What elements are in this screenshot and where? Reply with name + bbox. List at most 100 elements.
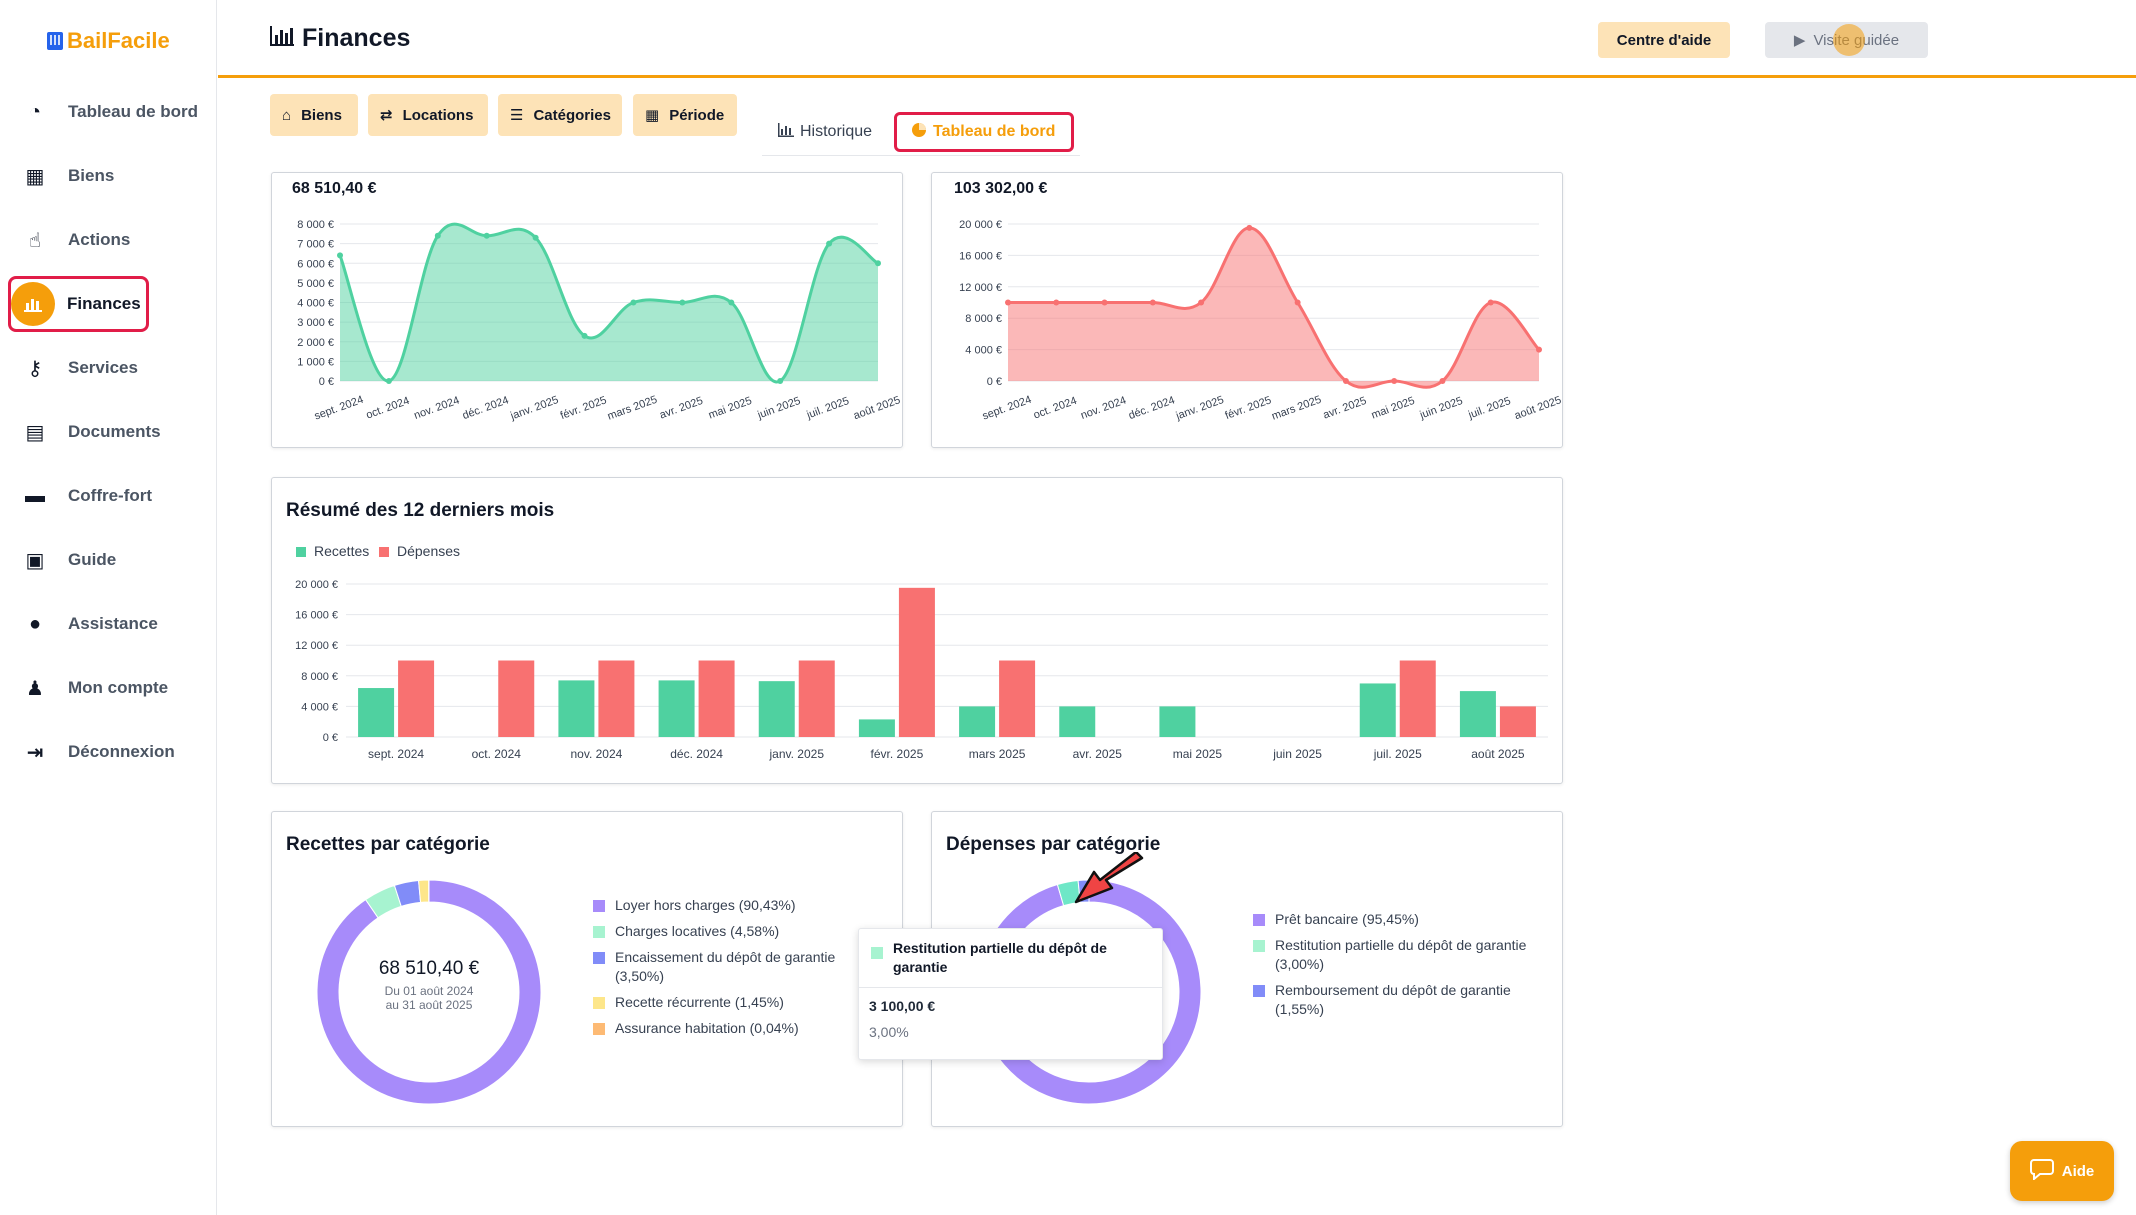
- series-line: [338, 222, 879, 384]
- sidebar-item-services[interactable]: ⚷ Services: [22, 348, 138, 388]
- x-tick-label: janv. 2025: [769, 747, 825, 761]
- legend-swatch: [296, 547, 306, 557]
- legend-item[interactable]: Remboursement du dépôt de garantie (1,55…: [1253, 981, 1543, 1019]
- sidebar-item-actions[interactable]: ☝ Actions: [22, 220, 130, 260]
- x-tick-label: oct. 2024: [1032, 395, 1079, 422]
- legend-item[interactable]: Loyer hors charges (90,43%): [593, 896, 868, 915]
- legend-label: Charges locatives (4,58%): [615, 923, 780, 939]
- sidebar-item-coffre-fort[interactable]: ▬ Coffre-fort: [22, 476, 152, 516]
- data-point: [1149, 299, 1156, 306]
- legend-swatch: [593, 900, 605, 912]
- help-center-button[interactable]: Centre d'aide: [1598, 22, 1730, 58]
- legend-item[interactable]: Prêt bancaire (95,45%): [1253, 910, 1543, 929]
- tab-tableau-de-bord[interactable]: Tableau de bord: [894, 112, 1074, 152]
- area-fill: [340, 224, 878, 383]
- x-tick-label: avr. 2025: [658, 395, 705, 422]
- filter-periode-button[interactable]: ▦ Période: [633, 94, 737, 136]
- building-logo-icon: [47, 32, 63, 50]
- donut-center-from: Du 01 août 2024: [384, 984, 474, 998]
- x-tick-label: nov. 2024: [571, 747, 623, 761]
- recettes-categorie-title: Recettes par catégorie: [286, 834, 490, 855]
- sidebar-item-label: Services: [68, 358, 138, 377]
- aide-floating-button[interactable]: Aide: [2010, 1141, 2114, 1201]
- sidebar-item-tableau-de-bord[interactable]: ◔ Tableau de bord: [22, 92, 198, 132]
- data-point: [483, 232, 490, 239]
- file-icon: ▤: [25, 421, 45, 444]
- bar: [358, 688, 395, 737]
- data-point: [826, 240, 833, 247]
- y-tick-label: 4 000 €: [297, 298, 334, 310]
- bar: [898, 587, 935, 737]
- legend-swatch: [1253, 914, 1265, 926]
- sidebar-item-deconnexion[interactable]: ⇥ Déconnexion: [22, 732, 175, 772]
- sidebar-item-guide[interactable]: ▣ Guide: [22, 540, 117, 580]
- sidebar-item-finances[interactable]: Finances: [11, 282, 141, 326]
- sidebar-item-assistance[interactable]: ● Assistance: [22, 604, 158, 644]
- data-point: [434, 232, 441, 239]
- data-point: [875, 260, 881, 267]
- sidebar-item-mon-compte[interactable]: ♟ Mon compte: [22, 668, 168, 708]
- sidebar-item-label: Coffre-fort: [68, 486, 153, 505]
- tab-historique[interactable]: Historique: [778, 112, 872, 152]
- filter-categories-button[interactable]: ☰ Catégories: [498, 94, 622, 136]
- recettes-categorie-card: Recettes par catégorie 68 510,40 € Du 01…: [271, 811, 903, 1127]
- bar: [658, 680, 695, 737]
- data-point: [1101, 299, 1108, 306]
- sidebar-item-label: Assistance: [68, 614, 158, 633]
- top-header: Finances Centre d'aide ▶ Visite guidée 🔔…: [218, 0, 2136, 78]
- bar: [1159, 706, 1196, 737]
- legend-label: Encaissement du dépôt de garantie (3,50%…: [615, 949, 836, 984]
- x-tick-label: nov. 2024: [1079, 394, 1128, 422]
- key-icon: ⚷: [27, 357, 43, 380]
- data-point: [337, 252, 343, 259]
- gauge-icon: ◔: [28, 100, 42, 123]
- page-title-text: Finances: [302, 24, 411, 52]
- chat-icon: ●: [28, 612, 42, 635]
- sidebar-item-biens[interactable]: ▦ Biens: [22, 156, 115, 196]
- recettes-legend: Loyer hors charges (90,43%) Charges loca…: [593, 896, 868, 1045]
- bar: [959, 706, 996, 737]
- legend-item[interactable]: Recette récurrente (1,45%): [593, 993, 868, 1012]
- x-tick-label: déc. 2024: [1127, 394, 1177, 422]
- y-tick-label: 2 000 €: [297, 337, 334, 349]
- y-tick-label: 3 000 €: [297, 317, 334, 329]
- legend-swatch: [1253, 940, 1265, 952]
- aide-label: Aide: [2061, 1162, 2095, 1180]
- donut-center-to: au 31 août 2025: [385, 998, 473, 1012]
- recettes-area-chart: 8 000 € 7 000 € 6 000 € 5 000 € 4 000 € 3 000…: [297, 219, 902, 423]
- tab-label: Historique: [800, 123, 873, 140]
- sidebar-item-documents[interactable]: ▤ Documents: [22, 412, 161, 452]
- exchange-icon: ⇄: [380, 107, 393, 124]
- legend-label: Restitution partielle du dépôt de garant…: [1275, 937, 1527, 972]
- app-logo[interactable]: BailFacile: [47, 28, 170, 54]
- data-point: [1487, 299, 1494, 306]
- legend-item[interactable]: Assurance habitation (0,04%): [593, 1019, 868, 1038]
- archive-icon: ▬: [25, 484, 45, 507]
- bar: [698, 660, 735, 737]
- x-tick-label: oct. 2024: [472, 747, 522, 761]
- summary-card: Résumé des 12 derniers mois 20 000 € 16 0…: [271, 477, 1563, 784]
- legend-label: Loyer hors charges (90,43%): [615, 897, 796, 913]
- x-tick-label: févr. 2025: [559, 394, 609, 422]
- donut-slice: [316, 879, 542, 1105]
- summary-title: Résumé des 12 derniers mois: [286, 500, 555, 521]
- filter-label: Biens: [301, 106, 342, 124]
- legend-label: Prêt bancaire (95,45%): [1275, 911, 1419, 927]
- bar-chart-icon: [778, 122, 794, 142]
- bar: [858, 719, 895, 737]
- x-tick-label: janv. 2025: [508, 394, 560, 423]
- play-icon: ▶: [1793, 32, 1806, 49]
- filter-biens-button[interactable]: ⌂ Biens: [270, 94, 358, 136]
- x-tick-label: févr. 2025: [871, 747, 924, 761]
- hand-pointer-icon: ☝: [28, 229, 42, 252]
- legend-item[interactable]: Charges locatives (4,58%): [593, 922, 868, 941]
- tooltip-swatch: [871, 947, 883, 959]
- y-tick-label: 0 €: [323, 732, 338, 744]
- x-tick-label: sept. 2024: [313, 394, 365, 423]
- filter-locations-button[interactable]: ⇄ Locations: [368, 94, 488, 136]
- y-tick-label: 0 €: [987, 376, 1002, 388]
- x-tick-label: août 2025: [1513, 394, 1563, 422]
- legend-item[interactable]: Encaissement du dépôt de garantie (3,50%…: [593, 948, 868, 986]
- legend-item[interactable]: Restitution partielle du dépôt de garant…: [1253, 936, 1543, 974]
- y-tick-label: 4 000 €: [965, 345, 1002, 357]
